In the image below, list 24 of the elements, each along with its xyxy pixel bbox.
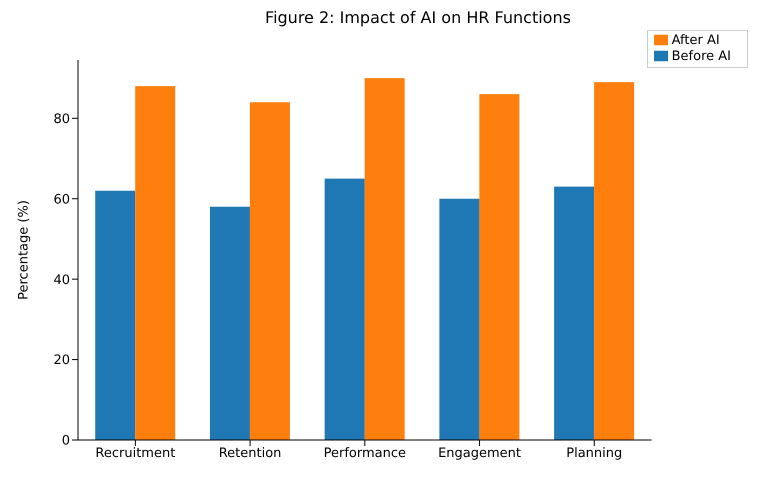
bar — [324, 178, 365, 440]
chart-title: Figure 2: Impact of AI on HR Functions — [264, 8, 572, 29]
x-tick-label: Recruitment — [95, 446, 176, 462]
legend-label: After AI — [672, 33, 720, 48]
bar — [210, 206, 250, 440]
x-tick-label: Engagement — [438, 446, 521, 462]
x-tick-label: Performance — [324, 446, 406, 462]
bar — [250, 102, 290, 440]
y-axis-title: Percentage (%) — [16, 200, 32, 300]
y-tick-label: 20 — [53, 353, 70, 368]
y-tick-label: 60 — [53, 192, 70, 208]
bar — [364, 78, 405, 440]
x-tick-label: Retention — [218, 446, 282, 462]
bar — [554, 186, 594, 440]
bar — [439, 198, 480, 440]
bar — [594, 82, 634, 440]
bar — [479, 94, 520, 440]
x-tick-label: Planning — [566, 446, 622, 462]
y-tick-label: 0 — [62, 434, 70, 449]
bar — [95, 190, 136, 440]
bar — [135, 86, 176, 440]
y-tick-label: 40 — [53, 272, 70, 288]
legend-label: Before AI — [672, 49, 731, 64]
y-tick-label: 80 — [53, 112, 70, 127]
